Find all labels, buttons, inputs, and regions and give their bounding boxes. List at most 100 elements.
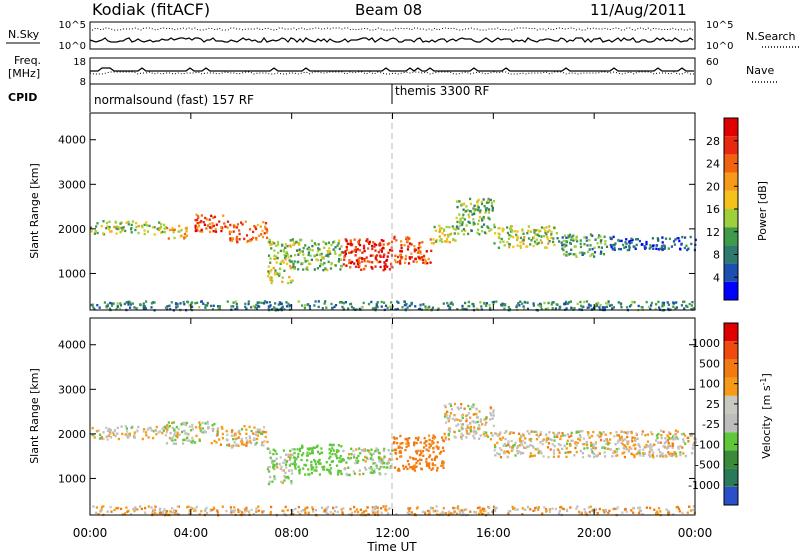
colorbar-tick-label: 8 [713,249,720,262]
scatter-band-2 [216,425,269,449]
colorbar-swatch [724,432,738,451]
freq-panel: 18 8 60 0 Freq. [MHz] Nave [8,54,778,88]
velocity-panel: 1000 2000 3000 4000 Slant Range [km] 1000 50… [28,317,773,517]
scatter-band-0 [90,220,168,236]
nsky-label: N.Sky [8,28,40,41]
colorbar-tick-label: 24 [706,158,720,171]
range-tick-label: 1000 [58,267,86,280]
colorbar-swatch [724,395,738,414]
beam-title: Beam 08 [355,1,422,19]
colorbar-swatch [724,172,738,191]
scatter-band-1 [165,420,219,445]
scatter-band-9 [455,197,496,236]
colorbar-swatch [724,486,738,505]
cpid-segment-0: normalsound (fast) 157 RF [94,93,254,107]
scatter-band-12 [609,235,697,252]
colorbar-swatch [724,118,738,137]
colorbar-tick-label: -500 [695,459,720,472]
colorbar-tick-label: 20 [706,180,720,193]
time-tick-label: 16:00 [476,526,511,540]
noise-tick-bottom-right: 10^0 [706,41,733,52]
colorbar-swatch [724,377,738,396]
time-tick-label: 12:00 [375,526,410,540]
scatter-band-7 [443,402,495,441]
nave-label: Nave [746,64,774,77]
scatter-band-4 [291,443,345,476]
colorbar-tick-label: 500 [699,357,720,370]
noise-tick-top-left: 10^5 [59,20,86,31]
scatter-band-6 [342,238,394,272]
colorbar-tick-label: 4 [713,271,720,284]
power-scatter [90,197,697,312]
time-axis-label: Time UT [366,540,417,554]
time-tick-label: 00:00 [73,526,108,540]
colorbar-swatch [724,281,738,300]
colorbar-tick-label: 16 [706,203,720,216]
colorbar-swatch [724,359,738,378]
range-tick-label: 1000 [58,472,86,485]
noise-tick-top-right: 10^5 [706,20,733,31]
time-axis: 00:00 04:00 08:00 12:00 16:00 20:00 00:00 [73,113,713,540]
range-tick-label: 3000 [58,383,86,396]
velocity-scatter [91,402,697,517]
time-tick-label: 20:00 [577,526,612,540]
colorbar-tick-label: -100 [695,438,720,451]
colorbar-swatch [724,154,738,173]
nave-tick-top: 60 [706,57,719,68]
colorbar-swatch [724,450,738,469]
velocity-ylabel: Slant Range [km] [28,368,41,464]
colorbar-swatch [724,263,738,282]
range-tick-label: 4000 [58,339,86,352]
scatter-band-11 [556,233,609,258]
cpid-panel: CPID normalsound (fast) 157 RF themis 33… [8,84,489,112]
range-tick-label: 2000 [58,428,86,441]
colorbar-swatch [724,190,738,209]
range-tick-label: 4000 [58,134,86,147]
power-colorbar-label: Power [dB] [756,181,769,241]
colorbar-swatch [724,136,738,155]
colorbar-swatch [724,209,738,228]
freq-label-line1: Freq. [14,54,41,67]
scatter-band-1 [166,224,189,240]
velocity-colorbar-label: Velocity[m s-1] [759,373,773,459]
time-tick-label: 08:00 [274,526,309,540]
colorbar-tick-label: -25 [702,418,720,431]
scatter-band-7 [393,235,433,265]
time-tick-label: 00:00 [678,526,713,540]
range-tick-label: 3000 [58,178,86,191]
scatter-band-2 [194,213,230,234]
cpid-segment-1: themis 3300 RF [395,84,489,98]
scatter-band-5 [291,238,344,272]
scatter-band-10 [493,225,558,250]
cpid-label: CPID [8,91,37,104]
colorbar-swatch [724,227,738,246]
colorbar-swatch [724,323,738,342]
scatter-band-3 [266,447,294,486]
scatter-band-8 [493,429,697,459]
freq-line [90,67,694,72]
power-ylabel: Slant Range [km] [28,163,41,259]
scatter-band-0 [91,425,167,441]
colorbar-tick-label: 1000 [692,337,720,350]
power-panel: 1000 2000 3000 4000 Slant Range [km] 4 8 12 16… [28,112,769,312]
freq-tick-bottom: 8 [80,77,86,88]
power-frame [89,112,696,311]
nave-line [89,71,694,75]
noise-panel: 10^5 10^0 10^5 10^0 N.Sky N.Search [6,20,800,52]
nave-tick-bottom: 0 [706,77,712,88]
scatter-band-5 [342,447,394,477]
colorbar-tick-label: 12 [706,226,720,239]
scatter-band-6 [392,434,445,472]
freq-label-line2: [MHz] [8,67,40,80]
nsky-line [89,37,694,43]
colorbar-swatch [724,414,738,433]
station-title: Kodiak (fitACF) [92,0,210,19]
freq-tick-top: 18 [73,57,86,68]
colorbar-tick-label: -1000 [688,479,720,492]
colorbar-swatch [724,341,738,360]
scatter-band-3 [228,220,269,244]
colorbar-tick-label: 28 [706,135,720,148]
colorbar-swatch [724,245,738,264]
colorbar-tick-label: 25 [706,398,720,411]
